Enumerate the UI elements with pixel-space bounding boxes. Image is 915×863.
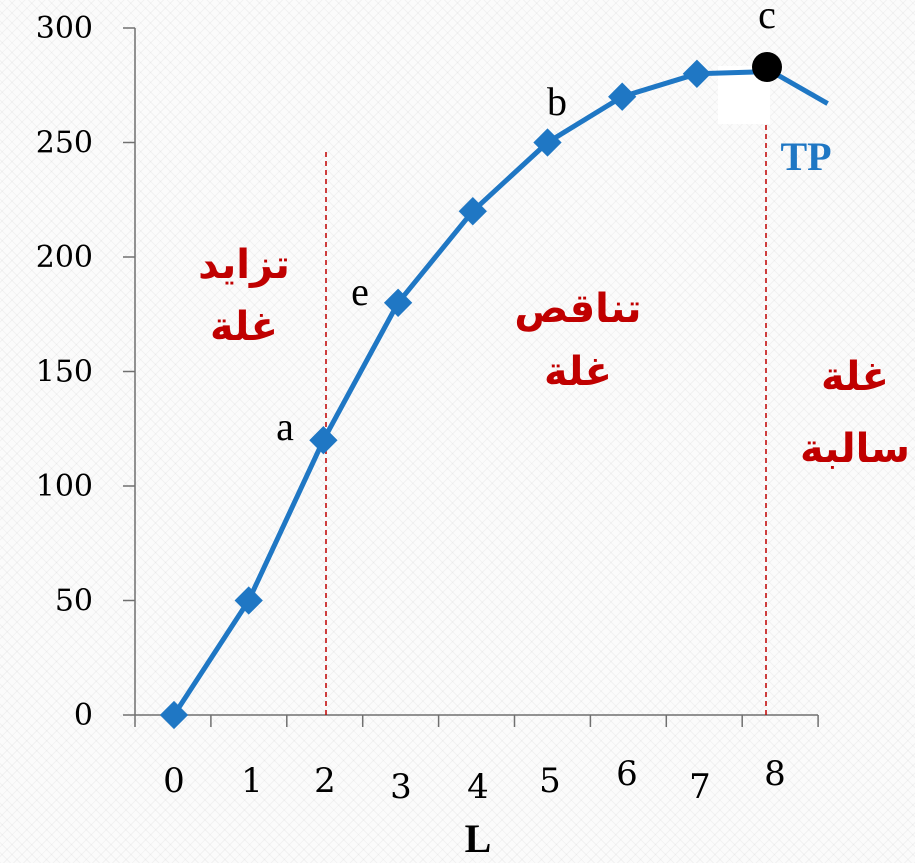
x-tick-label: 2 — [314, 761, 336, 801]
x-tick-label: 8 — [764, 754, 786, 794]
region-label-2-line-2: غلة — [544, 349, 612, 395]
series-layer — [159, 52, 829, 730]
data-point-marker — [383, 288, 413, 317]
y-tick-label: 150 — [36, 355, 93, 390]
y-tick-label: 200 — [36, 240, 93, 275]
reference-lines — [325, 80, 767, 715]
x-tick-label: 1 — [241, 761, 263, 801]
x-tick-label: 4 — [467, 767, 489, 807]
y-tick-label: 250 — [36, 126, 93, 161]
series-label-tp: TP — [780, 134, 831, 179]
series-line-tp — [171, 69, 829, 717]
data-point-marker — [682, 59, 712, 88]
y-tick-label: 100 — [36, 469, 93, 504]
x-tick-label: 5 — [539, 761, 561, 801]
point-label-a: a — [276, 404, 294, 449]
region-label-1-line-2: غلة — [210, 304, 278, 350]
x-tick-label: 3 — [390, 767, 412, 807]
labels-layer: TP a e b c تزايد غلة تناقص غلة غلة سالبة — [198, 0, 910, 472]
data-point-marker — [608, 82, 637, 111]
y-tick-label: 300 — [36, 11, 93, 46]
region-label-3-line-1: غلة — [821, 354, 889, 400]
highlight-point-c — [752, 52, 782, 82]
data-point-marker — [533, 128, 562, 157]
region-label-2-line-1: تناقص — [514, 286, 641, 332]
x-tick-label: 0 — [163, 761, 185, 801]
point-label-c: c — [758, 0, 776, 37]
data-point-marker — [159, 700, 189, 730]
point-label-b: b — [547, 79, 567, 124]
x-tick-label: 6 — [616, 754, 638, 794]
point-label-e: e — [351, 269, 369, 314]
y-tick-label: 0 — [74, 698, 93, 733]
x-axis-label: L — [465, 816, 492, 861]
region-label-3-line-2: سالبة — [800, 426, 910, 472]
axes: 0 50 100 150 200 250 300 0 1 2 3 4 5 6 7 8 L — [36, 11, 819, 861]
data-point-marker — [309, 426, 338, 455]
region-label-1-line-1: تزايد — [198, 242, 290, 288]
data-point-marker — [234, 586, 263, 615]
y-tick-label: 50 — [55, 584, 93, 619]
x-tick-label: 7 — [689, 767, 711, 807]
